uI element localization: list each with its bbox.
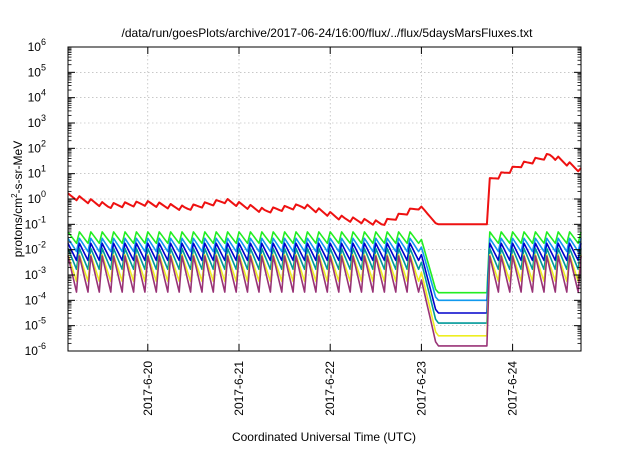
- y-tick-label: 10-3: [25, 265, 46, 282]
- series-line: [67, 237, 582, 302]
- series-line: [67, 253, 582, 337]
- x-tick-label: 2017-6-20: [141, 361, 155, 416]
- y-axis-label: protons/cm2-s-sr-MeV: [10, 141, 25, 257]
- series-line: [67, 231, 582, 294]
- y-axis-label-before: protons/cm: [11, 198, 25, 257]
- y-axis-label-sup: 2: [10, 193, 19, 198]
- y-tick-label: 10-5: [25, 316, 46, 333]
- y-tick-label: 100: [28, 189, 46, 206]
- x-axis: 2017-6-20 2017-6-21 2017-6-22 2017-6-23 2017…: [141, 47, 520, 416]
- series-line: [67, 153, 582, 226]
- y-tick-label: 106: [28, 37, 46, 54]
- grid: [68, 47, 581, 351]
- y-tick-label: 10-6: [25, 341, 46, 358]
- x-tick-label: 2017-6-22: [323, 361, 337, 416]
- y-tick-label: 101: [28, 164, 46, 181]
- y-tick-label: 10-4: [25, 290, 46, 307]
- x-tick-label: 2017-6-23: [414, 361, 428, 416]
- series-layer: [67, 153, 582, 347]
- series-line: [67, 247, 582, 324]
- series-line: [67, 255, 582, 347]
- y-tick-label: 105: [28, 62, 46, 79]
- y-tick-label: 103: [28, 113, 46, 130]
- y-axis-label-after: -s-sr-MeV: [11, 141, 25, 194]
- y-tick-label: 104: [28, 88, 46, 105]
- y-axis: 10-6 10-5 10-4 10-3 10-2 10-1 100 101 102 103 104 1…: [25, 37, 581, 358]
- chart-title: /data/run/goesPlots/archive/2017-06-24/1…: [122, 26, 534, 40]
- y-tick-label: 10-1: [25, 214, 46, 231]
- x-tick-label: 2017-6-24: [506, 361, 520, 416]
- x-axis-label: Coordinated Universal Time (UTC): [232, 430, 416, 444]
- x-tick-label: 2017-6-21: [232, 361, 246, 416]
- series-line: [67, 242, 582, 314]
- y-tick-label: 102: [28, 138, 46, 155]
- y-tick-label: 10-2: [25, 240, 46, 257]
